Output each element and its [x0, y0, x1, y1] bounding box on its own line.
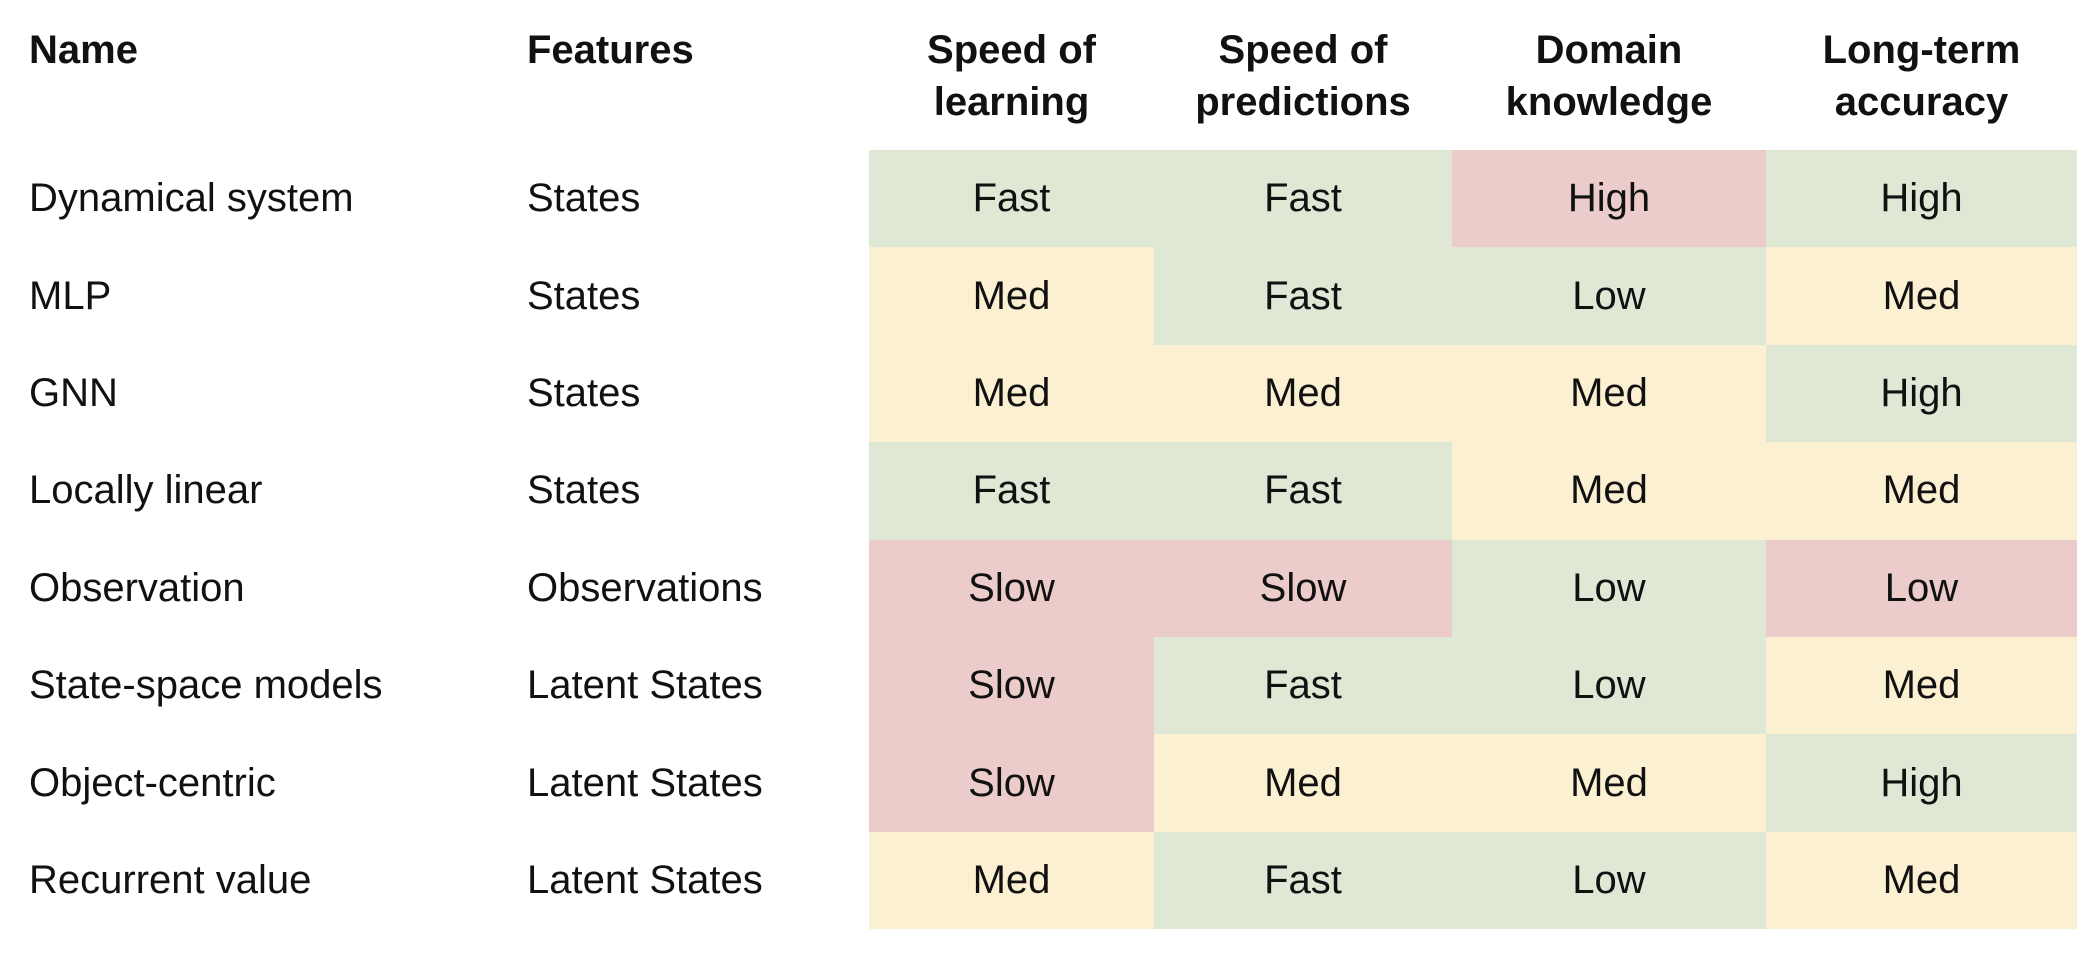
row-features-cell: Latent States: [527, 760, 763, 805]
row-features-cell: States: [527, 176, 641, 221]
speed-of-predictions-cell: Med: [1154, 734, 1452, 832]
speed-of-predictions-cell: Fast: [1154, 150, 1452, 248]
domain-knowledge-cell: Low: [1452, 247, 1766, 345]
row-name-cell: Observation: [29, 565, 245, 610]
speed-of-predictions-cell: Fast: [1154, 442, 1452, 540]
row-features-cell: States: [527, 370, 641, 415]
speed-of-learning-cell: Med: [869, 344, 1154, 443]
row-name-cell: MLP: [29, 273, 112, 318]
domain-knowledge-cell: Low: [1452, 636, 1766, 735]
speed-of-predictions-cell: Slow: [1154, 539, 1452, 637]
row-features-cell: States: [527, 468, 641, 513]
row-features-cell: States: [527, 273, 641, 318]
domain-knowledge-cell: Med: [1452, 344, 1766, 443]
domain-knowledge-cell: Med: [1452, 442, 1766, 540]
long-term-accuracy-cell: High: [1766, 344, 2077, 443]
header-speed-of-learning: Speed of learning: [927, 28, 1096, 124]
long-term-accuracy-cell: Med: [1766, 247, 2077, 345]
long-term-accuracy-cell: Low: [1766, 539, 2077, 637]
speed-of-learning-cell: Slow: [869, 636, 1154, 735]
speed-of-learning-cell: Med: [869, 247, 1154, 345]
long-term-accuracy-cell: Med: [1766, 831, 2077, 930]
row-name-cell: Recurrent value: [29, 857, 312, 902]
long-term-accuracy-cell: High: [1766, 150, 2077, 248]
long-term-accuracy-cell: Med: [1766, 442, 2077, 540]
domain-knowledge-cell: Low: [1452, 831, 1766, 930]
domain-knowledge-cell: Med: [1452, 734, 1766, 832]
row-name-cell: State-space models: [29, 663, 383, 708]
speed-of-predictions-cell: Med: [1154, 344, 1452, 443]
speed-of-predictions-cell: Fast: [1154, 636, 1452, 735]
comparison-grid: Name Features Speed of learning Speed of…: [29, 28, 2077, 930]
speed-of-learning-cell: Slow: [869, 539, 1154, 637]
header-long-term-accuracy: Long-term accuracy: [1822, 28, 2021, 124]
row-name-cell: Dynamical system: [29, 176, 354, 221]
header-speed-of-predictions: Speed of predictions: [1195, 28, 1411, 124]
header-features: Features: [527, 28, 694, 72]
long-term-accuracy-cell: Med: [1766, 636, 2077, 735]
speed-of-learning-cell: Fast: [869, 150, 1154, 248]
speed-of-learning-cell: Med: [869, 831, 1154, 930]
speed-of-learning-cell: Slow: [869, 734, 1154, 832]
speed-of-learning-cell: Fast: [869, 442, 1154, 540]
speed-of-predictions-cell: Fast: [1154, 247, 1452, 345]
header-domain-knowledge: Domain knowledge: [1505, 28, 1713, 124]
row-name-cell: Locally linear: [29, 468, 263, 513]
long-term-accuracy-cell: High: [1766, 734, 2077, 832]
row-features-cell: Latent States: [527, 857, 763, 902]
domain-knowledge-cell: High: [1452, 150, 1766, 248]
domain-knowledge-cell: Low: [1452, 539, 1766, 637]
header-name: Name: [29, 28, 138, 72]
row-name-cell: Object-centric: [29, 760, 276, 805]
row-features-cell: Observations: [527, 565, 763, 610]
row-features-cell: Latent States: [527, 663, 763, 708]
speed-of-predictions-cell: Fast: [1154, 831, 1452, 930]
row-name-cell: GNN: [29, 370, 118, 415]
